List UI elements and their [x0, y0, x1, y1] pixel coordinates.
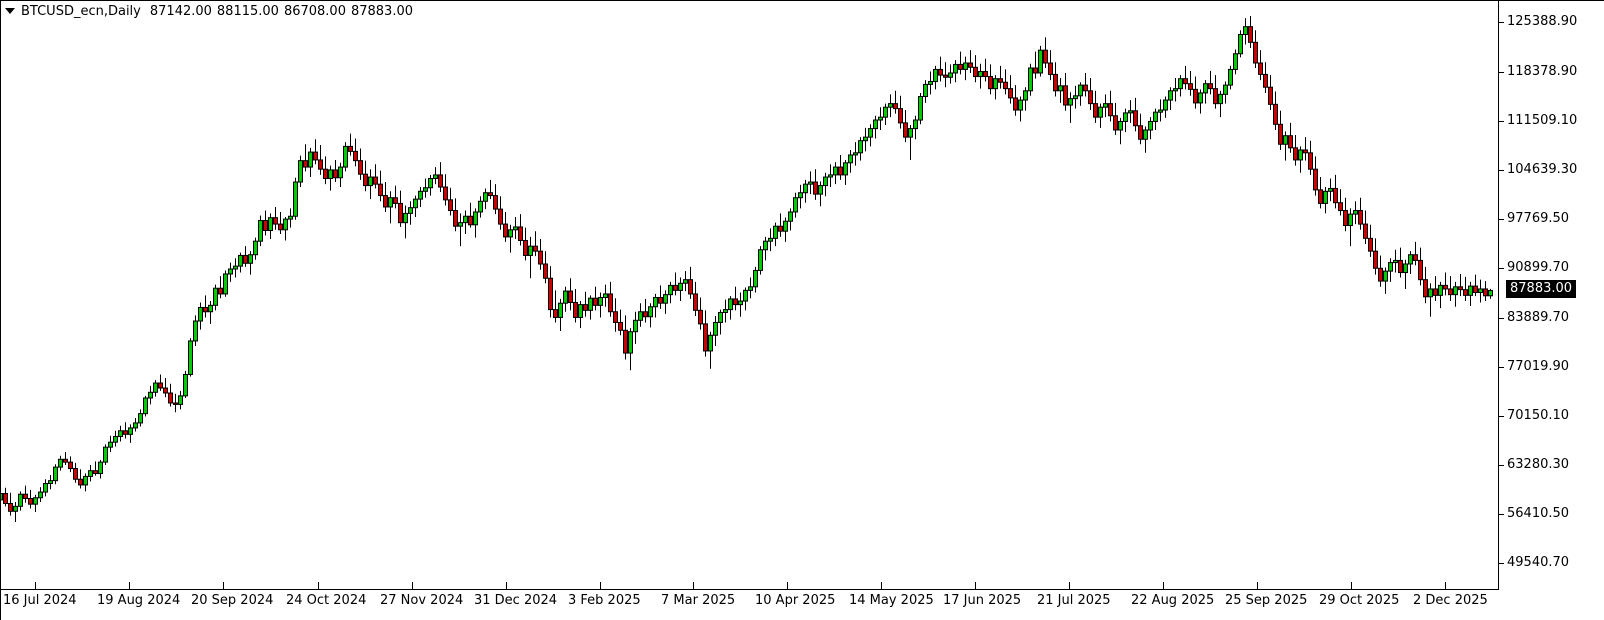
- time-axis-tick: [1257, 582, 1258, 590]
- chart-plot-area[interactable]: [1, 1, 1498, 589]
- time-axis-tick: [412, 582, 413, 590]
- ohlc-high-value: 88115.00: [216, 3, 279, 19]
- time-axis-label: 25 Sep 2025: [1225, 593, 1308, 608]
- time-axis-label: 29 Oct 2025: [1319, 593, 1400, 608]
- price-axis-tick: [1499, 170, 1504, 171]
- price-axis-label: 83889.70: [1507, 310, 1570, 325]
- price-axis-tick: [1499, 514, 1504, 515]
- ohlc-close-value: 87883.00: [350, 3, 413, 19]
- time-axis-tick: [1445, 582, 1446, 590]
- price-axis-label: 125388.90: [1507, 14, 1578, 29]
- ohlc-open-value: 87142.00: [149, 3, 212, 19]
- time-axis-tick: [787, 582, 788, 590]
- price-axis-label: 70150.10: [1507, 408, 1570, 423]
- price-axis-label: 97769.50: [1507, 211, 1570, 226]
- time-axis-label: 31 Dec 2024: [474, 593, 558, 608]
- ohlc-low-value: 86708.00: [283, 3, 346, 19]
- triangle-down-icon[interactable]: [5, 8, 15, 14]
- time-axis-tick: [600, 582, 601, 590]
- time-axis-tick: [223, 582, 224, 590]
- price-axis-label: 111509.10: [1507, 113, 1578, 128]
- time-axis-tick: [881, 582, 882, 590]
- price-axis-tick: [1499, 416, 1504, 417]
- time-axis-tick: [129, 582, 130, 590]
- price-axis-label: 49540.70: [1507, 555, 1570, 570]
- time-axis-label: 17 Jun 2025: [943, 593, 1022, 608]
- price-axis[interactable]: 125388.90 118378.90 111509.10 104639.30 9776…: [1499, 0, 1604, 589]
- time-axis-label: 19 Aug 2024: [97, 593, 181, 608]
- symbol-period-label: BTCUSD_ecn,Daily: [21, 3, 141, 19]
- chart-header: BTCUSD_ecn,Daily 87142.00 88115.00 86708…: [1, 1, 418, 21]
- time-axis-label: 7 Mar 2025: [661, 593, 736, 608]
- price-axis-tick: [1499, 268, 1504, 269]
- price-axis-tick: [1499, 72, 1504, 73]
- time-axis-tick: [318, 582, 319, 590]
- time-axis[interactable]: 16 Jul 2024 19 Aug 2024 20 Sep 2024 24 Oct …: [1, 582, 1604, 620]
- time-axis-tick: [35, 582, 36, 590]
- price-axis-tick: [1499, 219, 1504, 220]
- time-axis-label: 22 Aug 2025: [1131, 593, 1215, 608]
- time-axis-tick: [1351, 582, 1352, 590]
- time-axis-tick: [975, 582, 976, 590]
- time-axis-label: 16 Jul 2024: [3, 593, 77, 608]
- price-axis-tick: [1499, 121, 1504, 122]
- price-axis-label: 104639.30: [1507, 162, 1578, 177]
- time-axis-label: 14 May 2025: [849, 593, 934, 608]
- time-axis-label: 2 Dec 2025: [1413, 593, 1488, 608]
- current-price-label: 87883.00: [1506, 280, 1577, 298]
- price-axis-label: 77019.90: [1507, 359, 1570, 374]
- price-axis-tick: [1499, 367, 1504, 368]
- price-axis-tick: [1499, 563, 1504, 564]
- time-axis-label: 24 Oct 2024: [286, 593, 367, 608]
- candlestick-series: [1, 15, 1493, 523]
- time-axis-label: 27 Nov 2024: [380, 593, 464, 608]
- price-axis-label: 118378.90: [1507, 64, 1578, 79]
- price-axis-tick: [1499, 22, 1504, 23]
- plot-bottom-border: [0, 589, 1499, 590]
- price-axis-label: 56410.50: [1507, 506, 1570, 521]
- price-axis-label: 63280.30: [1507, 457, 1570, 472]
- plot-right-border: [1498, 0, 1499, 589]
- time-axis-tick: [1163, 582, 1164, 590]
- time-axis-tick: [506, 582, 507, 590]
- time-axis-label: 3 Feb 2025: [568, 593, 641, 608]
- time-axis-tick: [693, 582, 694, 590]
- price-axis-label: 90899.70: [1507, 260, 1570, 275]
- time-axis-label: 10 Apr 2025: [755, 593, 836, 608]
- time-axis-tick: [1069, 582, 1070, 590]
- price-axis-tick: [1499, 465, 1504, 466]
- time-axis-label: 21 Jul 2025: [1037, 593, 1111, 608]
- price-axis-tick: [1499, 318, 1504, 319]
- time-axis-label: 20 Sep 2024: [191, 593, 274, 608]
